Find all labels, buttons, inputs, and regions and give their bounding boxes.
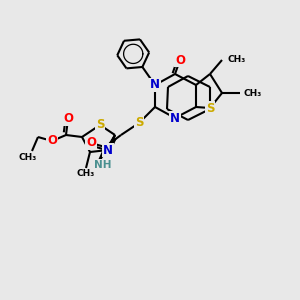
Text: CH₃: CH₃ — [19, 152, 37, 161]
Text: CH₃: CH₃ — [77, 169, 95, 178]
Text: S: S — [96, 118, 104, 131]
Text: S: S — [206, 101, 214, 115]
Text: CH₃: CH₃ — [244, 88, 262, 98]
Text: O: O — [175, 53, 185, 67]
Text: N: N — [103, 143, 113, 157]
Text: N: N — [150, 79, 160, 92]
Text: O: O — [47, 134, 57, 148]
Text: S: S — [135, 116, 143, 130]
Text: O: O — [86, 136, 96, 149]
Text: O: O — [63, 112, 73, 125]
Text: CH₃: CH₃ — [228, 56, 246, 64]
Text: N: N — [170, 112, 180, 124]
Text: NH: NH — [94, 160, 112, 170]
